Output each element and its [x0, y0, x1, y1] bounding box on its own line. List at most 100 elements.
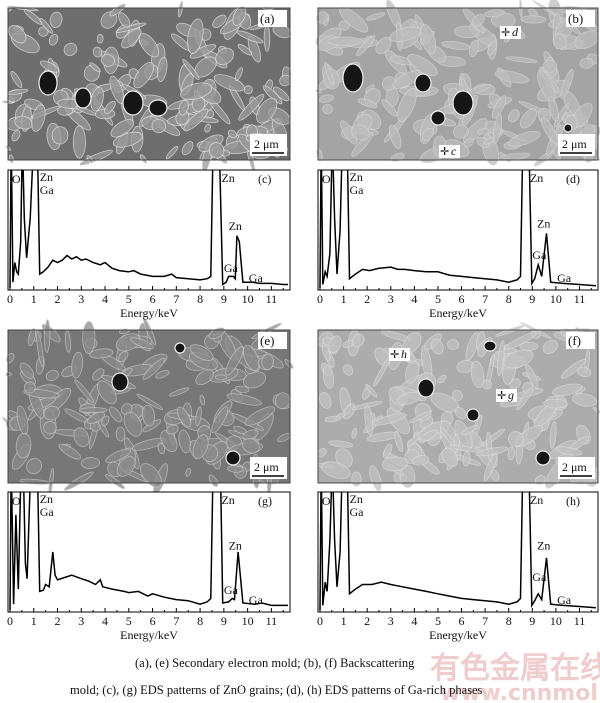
- grain-texture: [2, 317, 294, 497]
- x-axis-label: Energy/keV: [429, 306, 487, 320]
- scale-bar-label: 2 μm: [562, 460, 587, 474]
- x-tick-label: 6: [150, 614, 156, 628]
- marker-label: g: [508, 388, 514, 402]
- x-tick-label: 2: [55, 292, 61, 306]
- peak-label: Ga: [557, 271, 572, 285]
- spectrum-line: [319, 170, 597, 289]
- x-tick-label: 8: [197, 292, 203, 306]
- pore: [122, 90, 144, 116]
- pore: [483, 340, 497, 352]
- panel-label: (h): [566, 494, 580, 508]
- peak-label: Zn: [349, 492, 362, 506]
- pore: [38, 70, 58, 96]
- plot-frame: [7, 491, 291, 613]
- panel-label: (c): [258, 172, 271, 186]
- x-tick-label: 1: [341, 292, 347, 306]
- scale-bar-label: 2 μm: [254, 460, 279, 474]
- marker-label: c: [451, 144, 457, 158]
- sem-image-a: (a) 2 μm: [1, 0, 292, 177]
- peak-label: Zn: [40, 170, 53, 184]
- pore: [74, 87, 92, 109]
- point-marker-d: ✛ d: [500, 25, 521, 39]
- pore: [466, 408, 480, 422]
- peak-label: O: [12, 494, 21, 508]
- sem-images: (a)2 μm(b)2 μm✛ d✛ c(e)2 μm(f)2 μm✛ h✛ g: [1, 0, 600, 497]
- x-tick-label: 7: [173, 614, 179, 628]
- spectrum-line: [319, 492, 597, 611]
- caption-line-2: mold; (c), (g) EDS patterns of ZnO grain…: [70, 683, 483, 697]
- peak-label: Ga: [224, 261, 239, 275]
- pore: [148, 99, 168, 117]
- x-tick-label: 10: [550, 292, 562, 306]
- x-tick-label: 5: [435, 292, 441, 306]
- pore: [174, 342, 186, 354]
- peak-label: Ga: [224, 583, 239, 597]
- x-tick-label: 9: [221, 292, 227, 306]
- x-tick-label: 11: [266, 292, 278, 306]
- x-tick-label: 7: [482, 614, 488, 628]
- x-tick-label: 6: [150, 292, 156, 306]
- caption-line-1: (a), (e) Secondary electron mold; (b), (…: [135, 656, 415, 670]
- panel-label: (b): [568, 11, 583, 26]
- peak-label: Ga: [349, 183, 364, 197]
- pore: [414, 73, 432, 93]
- panel-label: (a): [260, 11, 274, 26]
- peak-label: Zn: [537, 217, 550, 231]
- x-tick-label: 6: [459, 292, 465, 306]
- peak-label: Ga: [40, 505, 55, 519]
- grain-texture: [1, 0, 292, 177]
- x-tick-label: 8: [197, 614, 203, 628]
- peak-label: Zn: [229, 219, 242, 233]
- scale-bar-label: 2 μm: [562, 137, 587, 151]
- pore: [417, 378, 435, 398]
- peak-label: Ga: [40, 183, 55, 197]
- peak-label: O: [12, 172, 21, 186]
- peak-label: Ga: [532, 570, 547, 584]
- x-tick-label: 0: [317, 292, 323, 306]
- x-tick-label: 10: [550, 614, 562, 628]
- x-tick-label: 4: [102, 614, 108, 628]
- marker-label: d: [512, 25, 519, 39]
- panel-label: (e): [260, 333, 274, 348]
- x-tick-label: 11: [574, 292, 586, 306]
- x-tick-label: 11: [574, 614, 586, 628]
- peak-label: Zn: [221, 171, 234, 185]
- peak-label: Zn: [40, 492, 53, 506]
- spectrum-line: [9, 492, 288, 611]
- sem-image-b: (b) 2 μm ✛ d ✛ c: [315, 0, 600, 167]
- crosshair-icon: ✛: [497, 390, 506, 402]
- x-tick-label: 6: [459, 614, 465, 628]
- x-tick-label: 10: [242, 292, 254, 306]
- peak-label: O: [322, 494, 331, 508]
- spectrum-line: [9, 170, 288, 289]
- point-marker-g: ✛ g: [496, 388, 517, 402]
- x-tick-label: 0: [7, 292, 13, 306]
- x-tick-label: 9: [221, 614, 227, 628]
- x-tick-label: 2: [55, 614, 61, 628]
- x-tick-label: 3: [388, 614, 394, 628]
- pore: [225, 450, 241, 466]
- x-tick-label: 4: [411, 292, 417, 306]
- peak-label: Zn: [530, 171, 543, 185]
- crosshair-icon: ✛: [440, 146, 449, 158]
- x-tick-label: 0: [7, 614, 13, 628]
- peak-label: Ga: [249, 271, 264, 285]
- peak-label: Zn: [229, 539, 242, 553]
- peak-label: Ga: [249, 593, 264, 607]
- x-tick-label: 3: [78, 292, 84, 306]
- peak-label: Zn: [530, 493, 543, 507]
- x-tick-label: 9: [529, 614, 535, 628]
- scale-bar-label: 2 μm: [254, 137, 279, 151]
- x-tick-label: 1: [31, 292, 37, 306]
- sem-image-e: (e) 2 μm: [2, 317, 294, 497]
- watermark-cn: 有色金属在线: [430, 651, 600, 686]
- x-axis-label: Energy/keV: [429, 628, 487, 642]
- grain-texture: [315, 0, 600, 167]
- x-tick-label: 1: [341, 614, 347, 628]
- x-tick-label: 3: [78, 614, 84, 628]
- x-tick-label: 0: [317, 614, 323, 628]
